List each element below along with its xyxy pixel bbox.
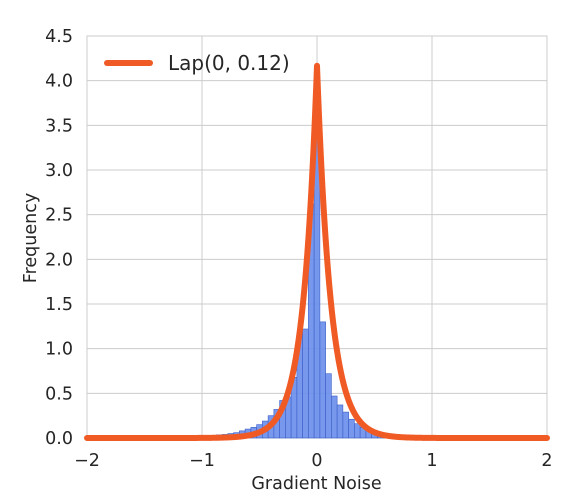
y-tick-label: 4.0 — [45, 72, 73, 92]
histogram-bar — [348, 418, 355, 439]
x-tick-label: −1 — [189, 451, 215, 471]
histogram-bar — [331, 395, 338, 439]
y-tick-label: 3.5 — [45, 116, 73, 136]
legend: Lap(0, 0.12) — [104, 51, 290, 75]
histogram-bar — [325, 373, 332, 439]
histogram-bar — [319, 321, 326, 439]
y-tick-label: 0.5 — [45, 384, 73, 404]
y-tick-label: 4.5 — [45, 27, 73, 47]
x-tick-label: 2 — [541, 451, 552, 471]
x-tick-label: −2 — [74, 451, 100, 471]
y-axis-label: Frequency — [21, 193, 41, 283]
histogram-bar — [342, 411, 349, 439]
y-tick-labels: 0.0 0.5 1.0 1.5 2.0 2.5 3.0 3.5 4.0 4.5 — [45, 27, 73, 449]
histogram-bar — [302, 328, 309, 439]
y-tick-label: 1.5 — [45, 295, 73, 315]
histogram-bar — [354, 423, 361, 439]
legend-label: Lap(0, 0.12) — [168, 51, 290, 75]
y-tick-label: 2.0 — [45, 250, 73, 270]
y-tick-label: 0.0 — [45, 429, 73, 449]
x-tick-label: 1 — [426, 451, 437, 471]
x-tick-labels: −2 −1 0 1 2 — [74, 451, 552, 471]
y-tick-label: 3.0 — [45, 161, 73, 181]
laplace-curve — [84, 62, 550, 441]
y-tick-label: 1.0 — [45, 340, 73, 360]
x-tick-label: 0 — [311, 451, 322, 471]
y-tick-label: 2.5 — [45, 206, 73, 226]
x-axis-label: Gradient Noise — [251, 474, 381, 494]
histogram-bar — [336, 404, 344, 439]
